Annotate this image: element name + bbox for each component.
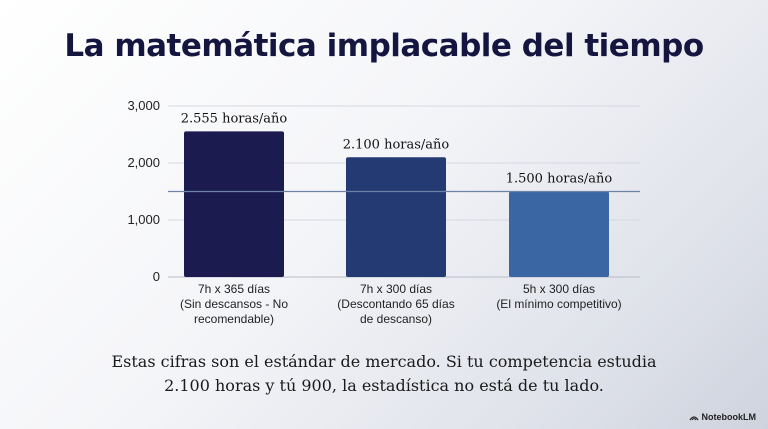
- data-label: 2.100 horas/año: [343, 137, 450, 152]
- bar: [184, 131, 284, 277]
- footnote-text: Estas cifras son el estándar de mercado.…: [84, 350, 684, 398]
- y-tick-label: 2,000: [127, 155, 160, 170]
- notebooklm-logo-icon: [688, 415, 699, 420]
- x-tick-label: 7h x 300 días (Descontando 65 días de desc…: [311, 282, 481, 327]
- bar: [509, 191, 609, 277]
- x-tick-label-line: 5h x 300 días: [522, 282, 596, 296]
- x-tick-label-line: (Sin descansos - No: [179, 297, 289, 311]
- data-label: 2.555 horas/año: [181, 111, 288, 126]
- brand-watermark: NotebookLM: [688, 412, 757, 422]
- x-tick-label-line: (Descontando 65 días: [337, 297, 455, 311]
- x-tick-label: 5h x 300 días (El mínimo competitivo): [474, 282, 644, 312]
- y-tick-label: 3,000: [127, 98, 160, 113]
- x-tick-label-line: de descanso): [359, 312, 433, 326]
- footnote-line-1: Estas cifras son el estándar de mercado.…: [111, 352, 657, 371]
- x-tick-label-line: recomendable): [193, 312, 275, 326]
- data-label: 1.500 horas/año: [506, 172, 613, 187]
- bar: [346, 157, 446, 277]
- x-tick-label-line: 7h x 300 días: [359, 282, 433, 296]
- slide-title: La matemática implacable del tiempo: [64, 28, 704, 64]
- x-tick-label-line: 7h x 365 días: [197, 282, 271, 296]
- y-tick-label: 1,000: [127, 212, 160, 227]
- brand-name: NotebookLM: [701, 412, 757, 422]
- y-tick-label: 0: [153, 269, 160, 284]
- x-tick-label: 7h x 365 días (Sin descansos - No recomend…: [149, 282, 319, 327]
- x-tick-label-line: (El mínimo competitivo): [496, 297, 622, 311]
- footnote-line-2: 2.100 horas y tú 900, la estadística no …: [164, 376, 604, 395]
